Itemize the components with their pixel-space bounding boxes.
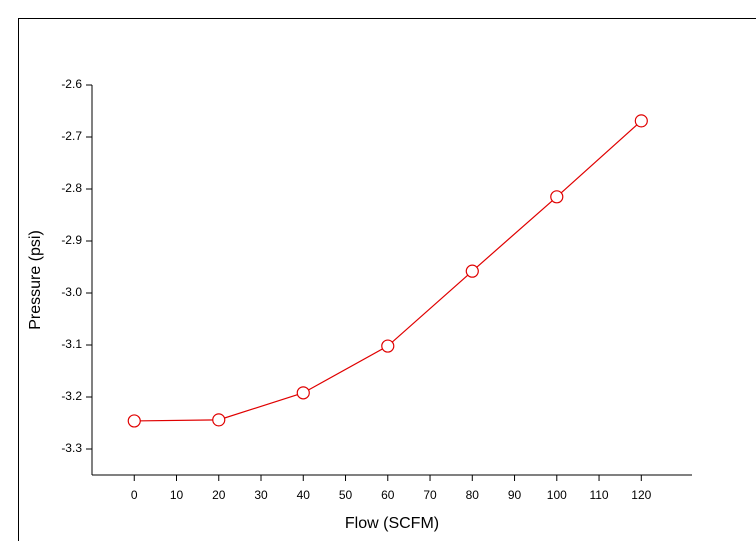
x-axis-label: Flow (SCFM) — [345, 515, 439, 532]
marker — [465, 264, 479, 278]
x-tick-label: 90 — [508, 488, 522, 502]
x-tick-label: 40 — [297, 488, 311, 502]
line — [134, 120, 642, 422]
x-tick-label: 10 — [170, 488, 184, 502]
y-tick-label: -2.8 — [61, 181, 82, 195]
marker — [296, 386, 310, 400]
marker — [550, 190, 564, 204]
y-tick-label: -3.0 — [61, 285, 82, 299]
y-tick-label: -2.6 — [61, 77, 82, 91]
x-tick-label: 20 — [212, 488, 226, 502]
y-tick-label: -3.2 — [61, 389, 82, 403]
x-tick-label: 80 — [466, 488, 480, 502]
y-tick-label: -3.1 — [61, 337, 82, 351]
x-tick-label: 30 — [254, 488, 268, 502]
y-tick-label: -3.3 — [61, 441, 82, 455]
marker — [212, 413, 226, 427]
x-tick-label: 100 — [547, 488, 567, 502]
marker — [634, 114, 648, 128]
x-tick-label: 60 — [381, 488, 395, 502]
y-tick-label: -2.9 — [61, 233, 82, 247]
marker — [127, 414, 141, 428]
marker — [381, 339, 395, 353]
frame — [18, 18, 756, 541]
y-axis-label: Pressure (psi) — [27, 230, 44, 330]
x-tick-label: 50 — [339, 488, 353, 502]
x-tick-label: 70 — [423, 488, 437, 502]
x-tick-label: 0 — [131, 488, 138, 502]
x-tick-label: 120 — [631, 488, 651, 502]
y-tick-label: -2.7 — [61, 129, 82, 143]
x-tick-label: 110 — [589, 488, 608, 502]
